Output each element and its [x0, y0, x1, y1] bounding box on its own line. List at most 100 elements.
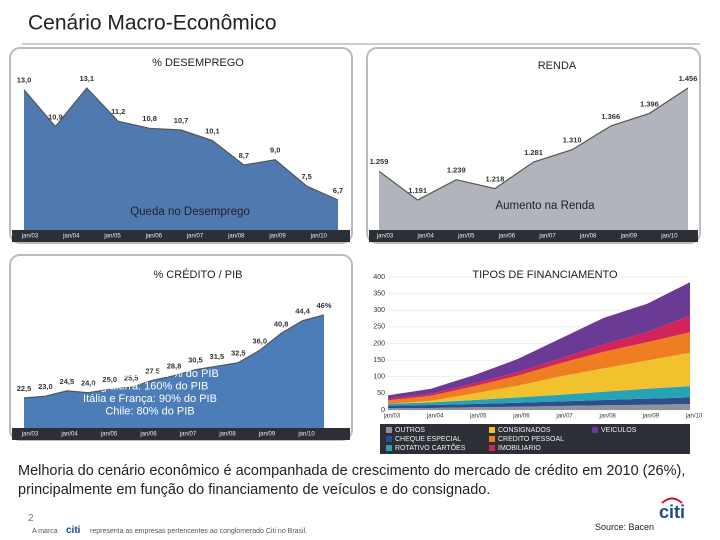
x-tick-label: jan/07	[179, 432, 197, 438]
legend-swatch	[386, 445, 392, 451]
stack-area	[388, 386, 690, 406]
chart-title: % DESEMPREGO	[152, 57, 244, 69]
data-label: 36,0	[252, 336, 267, 345]
x-axis-strip	[369, 230, 698, 242]
data-label: 30,5	[188, 356, 203, 365]
x-tick-label: jan/04	[426, 414, 444, 420]
data-label: 31,5	[210, 352, 225, 361]
data-label: 9,0	[270, 146, 280, 155]
x-tick-label: jan/05	[469, 414, 487, 420]
legend-label: CHEQUE ESPECIAL	[395, 436, 461, 443]
legend-label: CONSIGNADOS	[498, 427, 551, 434]
data-label: 1.191	[408, 186, 427, 195]
data-label: 10,1	[205, 126, 220, 135]
x-tick-label: jan/07	[538, 234, 556, 240]
data-label: 13,0	[17, 76, 32, 85]
data-label: 1.366	[601, 112, 620, 121]
data-label: 1.456	[679, 74, 698, 83]
x-tick-label: jan/08	[218, 432, 236, 438]
x-tick-label: jan/08	[599, 414, 617, 420]
chart-title: TIPOS DE FINANCIAMENTO	[472, 269, 618, 281]
x-tick-label: jan/06	[139, 432, 157, 438]
data-label: 40,8	[274, 319, 289, 328]
x-tick-label: jan/10	[660, 234, 678, 240]
chart-title: RENDA	[538, 60, 577, 72]
legend-label: VEICULOS	[601, 427, 637, 434]
legend-swatch	[489, 445, 495, 451]
data-label: 22,5	[17, 384, 32, 393]
source: Source: Bacen	[595, 522, 655, 532]
area-fill	[24, 315, 324, 428]
annotation: Aumento na Renda	[495, 200, 595, 212]
legend-swatch	[386, 427, 392, 433]
line	[378, 87, 689, 201]
x-tick-label: jan/08	[227, 234, 245, 240]
footer-prefix: A marca	[32, 528, 58, 535]
data-label: 10,7	[174, 116, 189, 125]
x-tick-label: jan/08	[579, 234, 597, 240]
stack-area	[388, 397, 690, 409]
x-tick-label: jan/05	[100, 432, 118, 438]
data-label: 1.239	[447, 166, 466, 175]
x-tick-label: jan/05	[103, 234, 121, 240]
x-tick-label: jan/03	[383, 414, 401, 420]
x-tick-label: jan/07	[555, 414, 573, 420]
x-tick-label: jan/09	[258, 432, 276, 438]
x-tick-label: jan/09	[642, 414, 660, 420]
stack-area	[388, 352, 690, 404]
legend-label: OUTROS	[395, 427, 425, 434]
annotation: Itália e França: 90% do PIB	[83, 393, 217, 405]
annotation: EUA e Japão: 180 % do PIB	[81, 368, 219, 380]
y-tick-label: 400	[373, 274, 385, 281]
legend-label: IMOBILIARIO	[498, 445, 541, 452]
data-label: 1.396	[640, 99, 659, 108]
legend-swatch	[489, 436, 495, 442]
legend-swatch	[592, 427, 598, 433]
data-label: 1.310	[563, 136, 582, 145]
data-label: 10,8	[142, 114, 157, 123]
x-tick-label: jan/09	[268, 234, 286, 240]
area-fill	[24, 88, 338, 230]
logo-arc	[661, 497, 683, 504]
logo: citi	[659, 502, 685, 522]
data-label: 24,5	[60, 377, 75, 386]
x-tick-label: jan/05	[457, 234, 475, 240]
stack-area	[388, 332, 690, 404]
y-tick-label: 0	[381, 407, 385, 414]
y-tick-label: 50	[377, 390, 385, 397]
x-tick-label: jan/03	[376, 234, 394, 240]
stack-area	[388, 404, 690, 410]
line	[23, 87, 339, 201]
data-label: 25,5	[124, 373, 139, 382]
data-label: 44,4	[295, 307, 310, 316]
page-number: 2	[28, 513, 34, 524]
slide-title: Cenário Macro-Econômico	[28, 12, 277, 35]
x-tick-label: jan/04	[416, 234, 434, 240]
x-tick-label: jan/04	[60, 432, 78, 438]
x-tick-label: jan/06	[512, 414, 530, 420]
line	[23, 314, 325, 399]
y-tick-label: 100	[373, 374, 385, 381]
data-label: 13,1	[79, 74, 94, 83]
data-label: 25,0	[102, 375, 117, 384]
x-tick-label: jan/06	[145, 234, 163, 240]
y-tick-label: 200	[373, 340, 385, 347]
y-tick-label: 350	[373, 290, 385, 297]
x-tick-label: jan/10	[685, 414, 703, 420]
x-tick-label: jan/07	[186, 234, 204, 240]
legend-swatch	[386, 436, 392, 442]
legend-label: ROTATIVO CARTÕES	[395, 443, 466, 452]
data-label: 32,5	[231, 349, 246, 358]
data-label: 8,7	[239, 151, 249, 160]
legend-label: CREDITO PESSOAL	[498, 436, 564, 443]
x-tick-label: jan/09	[620, 234, 638, 240]
data-label: 1.259	[370, 157, 389, 166]
x-axis-strip	[12, 230, 350, 242]
x-tick-label: jan/03	[21, 432, 39, 438]
data-label: 1.281	[524, 148, 543, 157]
x-tick-label: jan/04	[62, 234, 80, 240]
area-fill	[379, 88, 688, 230]
footer-logo: citi	[66, 525, 81, 536]
data-label: 24,0	[81, 379, 96, 388]
